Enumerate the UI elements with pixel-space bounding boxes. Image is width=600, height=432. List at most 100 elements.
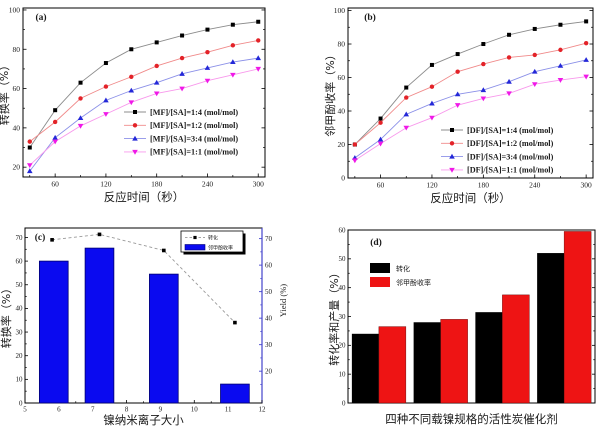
marker-triangle-down — [128, 100, 135, 106]
marker-square — [78, 80, 83, 85]
y-tick-label: 20 — [339, 342, 347, 350]
right-y-tick-label: 30 — [265, 341, 273, 349]
marker-circle — [481, 61, 486, 67]
marker-triangle-up — [52, 134, 58, 140]
right-y-tick-label: 20 — [265, 367, 273, 375]
x-axis-label: 镍纳米离子大小 — [103, 413, 184, 427]
marker-triangle-up — [454, 91, 461, 97]
legend-line-label: 转化 — [208, 235, 218, 242]
marker-circle — [179, 55, 185, 61]
marker-triangle-up — [179, 71, 185, 76]
panel-a: 60 120 180 240 300 20 40 60 80 100 反应时间（秒） 转换率（%） (a… — [0, 0, 300, 216]
marker-circle — [230, 43, 236, 48]
legend: [DF]/[SA]=1:4 (mol/mol) [DF]/[SA]=1:2 (mo… — [441, 126, 554, 175]
x-tick-label: 180 — [478, 181, 490, 190]
marker-square — [233, 320, 237, 325]
axes: 60 120 180 240 300 0 20 40 60 80 100 — [334, 6, 593, 190]
legend-bar-label: 邻甲酚收率 — [208, 245, 233, 252]
marker-square — [230, 22, 235, 27]
marker-triangle-down — [449, 167, 455, 173]
marker-triangle-down — [403, 125, 410, 131]
panel-tag: (d) — [370, 237, 382, 248]
marker-triangle-down — [255, 66, 262, 72]
grouped-bars — [351, 231, 592, 404]
left-y-tick-label: 0 — [19, 399, 23, 407]
marker-square — [404, 85, 409, 90]
marker-triangle-up — [230, 59, 236, 65]
x-axis-label: 四种不同载镍规格的活性炭催化剂 — [385, 412, 558, 426]
marker-triangle-up — [531, 68, 538, 74]
series-3 — [352, 74, 589, 164]
marker-square — [481, 42, 486, 47]
bar-yield — [502, 294, 530, 404]
y-tick-label: 0 — [341, 174, 345, 183]
marker-square — [455, 52, 460, 57]
panel-b: 60 120 180 240 300 0 20 40 60 80 100 反应时间（秒） 邻甲酚收率（%… — [300, 0, 600, 216]
legend-entry-label: [DF]/[SA]=1:4 (mol/mol) — [467, 126, 554, 135]
bar-conversion — [537, 253, 565, 403]
bar-conversion — [475, 312, 503, 403]
marker-square — [53, 108, 58, 113]
bar-conversion — [413, 322, 441, 403]
marker-triangle-down — [454, 103, 461, 108]
marker-triangle-down — [480, 96, 487, 102]
x-tick-label: 120 — [100, 180, 112, 189]
marker-triangle-down — [204, 78, 211, 84]
y-tick-label: 20 — [338, 140, 346, 149]
y-axis-label: 邻甲酚收率（%） — [323, 49, 337, 136]
marker-circle — [52, 119, 58, 125]
legend-entry-label: [MF]/[SA]=3:4 (mol/mol) — [150, 134, 238, 143]
marker-square — [507, 32, 512, 37]
legend: [MF]/[SA]=1:4 (mol/mol) [MF]/[SA]=1:2 (mo… — [124, 108, 238, 157]
y-tick-label: 0 — [342, 399, 346, 407]
marker-triangle-down — [506, 91, 512, 97]
marker-triangle-down — [179, 86, 185, 92]
right-y-axis-label: Yield (%) — [278, 284, 288, 317]
y-tick-label: 50 — [339, 255, 347, 263]
marker-triangle-down — [26, 163, 33, 169]
marker-circle — [205, 50, 210, 55]
marker-square — [103, 61, 108, 66]
marker-circle — [256, 38, 261, 43]
panel-tag: (a) — [35, 12, 46, 23]
marker-square — [429, 62, 434, 67]
marker-square — [584, 19, 589, 24]
x-tick-label: 11 — [225, 406, 232, 414]
marker-triangle-down — [230, 72, 236, 78]
marker-circle — [154, 63, 159, 69]
y-tick-label: 60 — [339, 226, 347, 234]
conversion-line — [50, 232, 237, 325]
x-tick-label: 7 — [91, 406, 95, 414]
left-y-tick-label: 60 — [16, 257, 24, 265]
bar — [149, 273, 179, 404]
marker-circle — [352, 142, 358, 147]
marker-square — [532, 26, 537, 31]
marker-circle — [532, 52, 537, 58]
y-axis-label: 转化率和产量（%） — [327, 267, 341, 365]
marker-triangle-up — [204, 65, 211, 70]
marker-triangle-up — [506, 78, 512, 84]
x-tick-label: 240 — [202, 180, 214, 189]
marker-circle — [129, 74, 134, 79]
x-tick-label: 300 — [253, 180, 265, 189]
x-tick-label: 6 — [57, 406, 61, 414]
marker-square — [450, 128, 454, 132]
marker-triangle-up — [103, 97, 109, 103]
marker-circle — [558, 47, 563, 53]
marker-triangle-down — [429, 115, 435, 121]
marker-triangle-down — [77, 123, 84, 129]
marker-square — [180, 33, 185, 38]
marker-triangle-down — [583, 74, 589, 80]
marker-triangle-up — [77, 115, 84, 121]
marker-triangle-up — [480, 87, 487, 93]
left-y-tick-label: 50 — [16, 281, 24, 289]
left-y-tick-label: 30 — [16, 328, 24, 336]
marker-circle — [455, 69, 460, 74]
left-y-tick-label: 20 — [16, 352, 24, 360]
marker-triangle-up — [153, 79, 160, 85]
marker-circle — [78, 96, 83, 101]
marker-triangle-up — [377, 136, 384, 142]
series-2 — [26, 55, 262, 174]
x-axis-label: 反应时间（秒） — [430, 191, 511, 205]
x-tick-label: 10 — [191, 406, 199, 414]
